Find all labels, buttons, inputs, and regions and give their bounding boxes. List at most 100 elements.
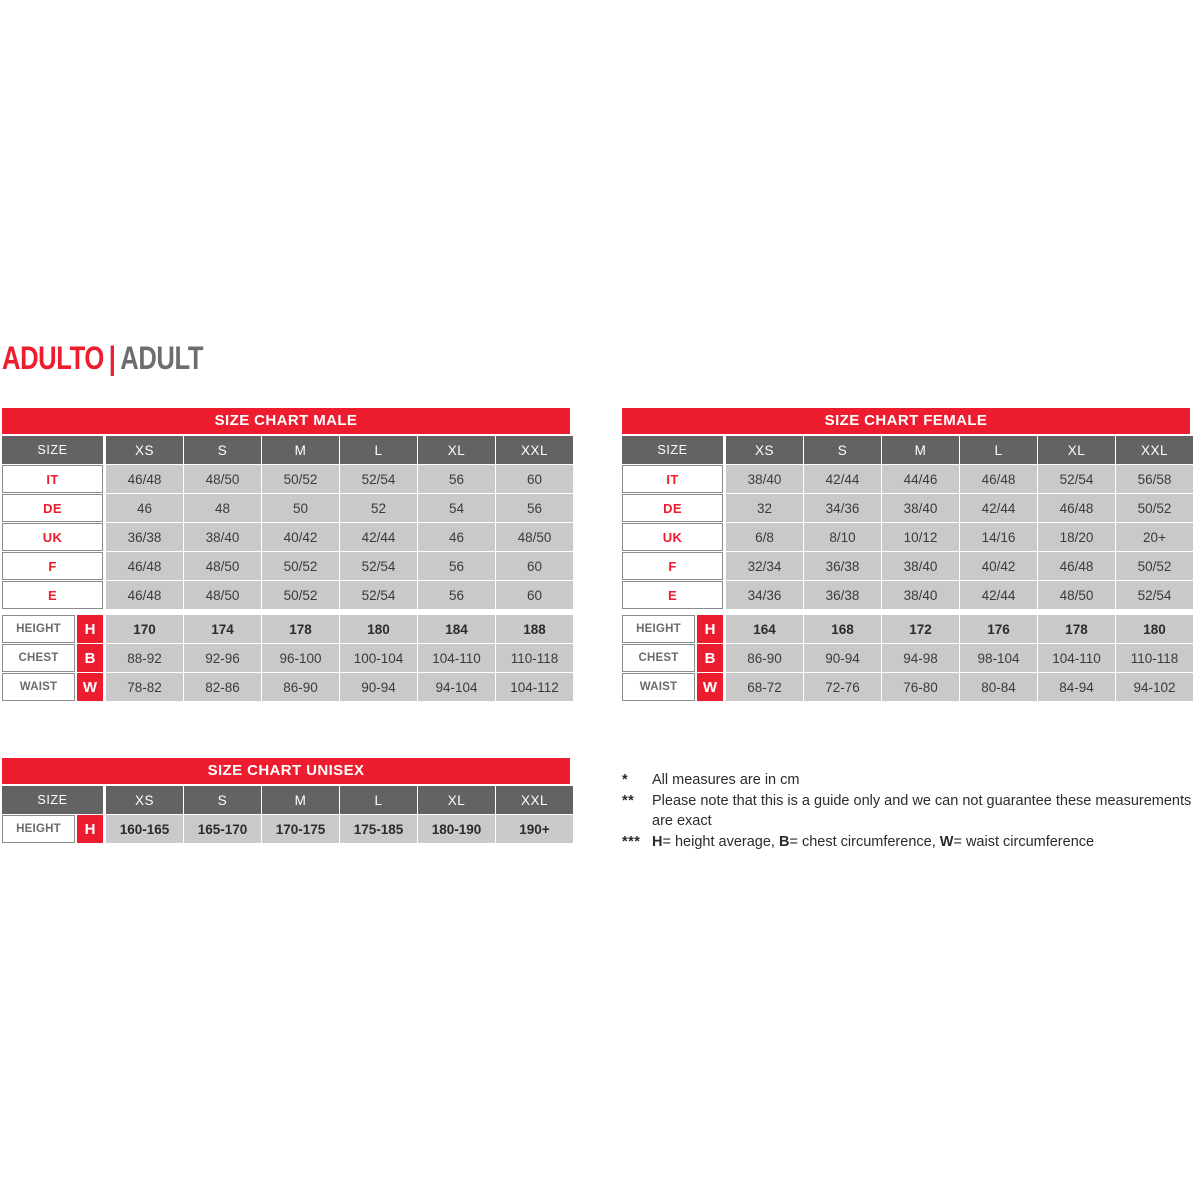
footnote-marker: * (622, 772, 629, 788)
column-header-size: SIZE (2, 436, 103, 464)
chart-male-title: SIZE CHART MALE (2, 408, 570, 434)
table-cell: 38/40 (882, 581, 959, 609)
measure-badge-b: B (697, 644, 723, 672)
table-cell: 10/12 (882, 523, 959, 551)
table-cell: 176 (960, 615, 1037, 643)
table-cell: 32/34 (726, 552, 803, 580)
table-cell: 40/42 (960, 552, 1037, 580)
table-cell: 178 (262, 615, 339, 643)
footnote-line: * All measures are in cm (622, 770, 1200, 790)
table-cell: 94-104 (418, 673, 495, 701)
row-label-uk: UK (622, 523, 723, 551)
row-label-it: IT (622, 465, 723, 493)
page-title-separator: | (108, 340, 116, 376)
row-label-text: UK (2, 523, 103, 551)
row-label-text: F (2, 552, 103, 580)
table-cell: 48 (184, 494, 261, 522)
table-cell: 6/8 (726, 523, 803, 551)
table-cell: 88-92 (106, 644, 183, 672)
column-header-size: SIZE (622, 436, 723, 464)
footnote-text: Please note that this is a guide only an… (652, 793, 1192, 829)
table-cell: 170-175 (262, 815, 339, 843)
column-header-xxl: XXL (496, 436, 573, 464)
row-label-de: DE (622, 494, 723, 522)
table-cell: 164 (726, 615, 803, 643)
row-label-height: HEIGHT H (622, 615, 723, 643)
table-cell: 52/54 (340, 581, 417, 609)
row-label-text: E (622, 581, 723, 609)
column-header-s: S (184, 436, 261, 464)
row-label-text: UK (622, 523, 723, 551)
table-row: E 46/48 48/50 50/52 52/54 56 60 (2, 581, 573, 609)
table-cell: 46/48 (1038, 552, 1115, 580)
table-cell: 8/10 (804, 523, 881, 551)
table-cell: 52 (340, 494, 417, 522)
row-label-de: DE (2, 494, 103, 522)
table-cell: 50/52 (262, 581, 339, 609)
row-label-height: HEIGHT H (2, 615, 103, 643)
row-label-it: IT (2, 465, 103, 493)
chart-female-title: SIZE CHART FEMALE (622, 408, 1190, 434)
table-cell: 46/48 (960, 465, 1037, 493)
row-label-waist: WAIST W (622, 673, 723, 701)
table-row-measure: CHEST B 88-92 92-96 96-100 100-104 104-110 110-… (2, 644, 573, 672)
table-cell: 38/40 (726, 465, 803, 493)
measure-badge-h: H (77, 615, 103, 643)
table-row: UK 6/8 8/10 10/12 14/16 18/20 20+ (622, 523, 1193, 551)
row-label-text: HEIGHT (2, 815, 75, 843)
table-cell: 104-110 (418, 644, 495, 672)
measure-badge-b: B (77, 644, 103, 672)
table-cell: 42/44 (804, 465, 881, 493)
column-header-m: M (262, 786, 339, 814)
table-cell: 36/38 (804, 552, 881, 580)
table-cell: 38/40 (882, 494, 959, 522)
column-header-s: S (804, 436, 881, 464)
table-cell: 104-112 (496, 673, 573, 701)
table-row-measure: HEIGHT H 164 168 172 176 178 180 (622, 615, 1193, 643)
table-cell: 54 (418, 494, 495, 522)
size-chart-male: SIZE CHART MALE SIZE XS S M L XL XXL IT 46/48 48/… (2, 408, 573, 702)
column-header-xl: XL (418, 786, 495, 814)
table-row: UK 36/38 38/40 40/42 42/44 46 48/50 (2, 523, 573, 551)
table-cell: 46/48 (1038, 494, 1115, 522)
column-header-l: L (340, 786, 417, 814)
table-cell: 48/50 (1038, 581, 1115, 609)
table-row: IT 38/40 42/44 44/46 46/48 52/54 56/58 (622, 465, 1193, 493)
table-cell: 46 (106, 494, 183, 522)
table-cell: 56 (418, 552, 495, 580)
footnote-text: H= height average, B= chest circumferenc… (652, 834, 1095, 850)
page-title: ADULTO | ADULT (2, 342, 203, 374)
table-cell: 96-100 (262, 644, 339, 672)
table-cell: 40/42 (262, 523, 339, 551)
table-cell: 172 (882, 615, 959, 643)
table-cell: 42/44 (960, 494, 1037, 522)
table-row: F 46/48 48/50 50/52 52/54 56 60 (2, 552, 573, 580)
row-label-text: F (622, 552, 723, 580)
row-label-text: CHEST (622, 644, 695, 672)
table-cell: 50/52 (1116, 552, 1193, 580)
row-label-text: HEIGHT (2, 615, 75, 643)
table-cell: 160-165 (106, 815, 183, 843)
row-label-text: DE (622, 494, 723, 522)
table-cell: 188 (496, 615, 573, 643)
table-cell: 100-104 (340, 644, 417, 672)
footnote-text: All measures are in cm (652, 772, 800, 788)
table-cell: 52/54 (340, 465, 417, 493)
column-header-xs: XS (106, 786, 183, 814)
size-chart-female: SIZE CHART FEMALE SIZE XS S M L XL XXL IT 38/40 4… (622, 408, 1193, 702)
chart-unisex-title: SIZE CHART UNISEX (2, 758, 570, 784)
table-row-measure: WAIST W 68-72 72-76 76-80 80-84 84-94 94-102 (622, 673, 1193, 701)
table-cell: 56 (418, 465, 495, 493)
table-cell: 32 (726, 494, 803, 522)
table-cell: 170 (106, 615, 183, 643)
table-cell: 86-90 (262, 673, 339, 701)
row-label-e: E (622, 581, 723, 609)
table-cell: 18/20 (1038, 523, 1115, 551)
column-header-size: SIZE (2, 786, 103, 814)
table-cell: 178 (1038, 615, 1115, 643)
page-title-adult: ADULT (120, 340, 204, 376)
chart-male-grid: SIZE XS S M L XL XXL IT 46/48 48/50 50/52 52/54 56 60… (2, 436, 573, 701)
table-cell: 52/54 (340, 552, 417, 580)
table-cell: 52/54 (1038, 465, 1115, 493)
table-cell: 50/52 (262, 465, 339, 493)
